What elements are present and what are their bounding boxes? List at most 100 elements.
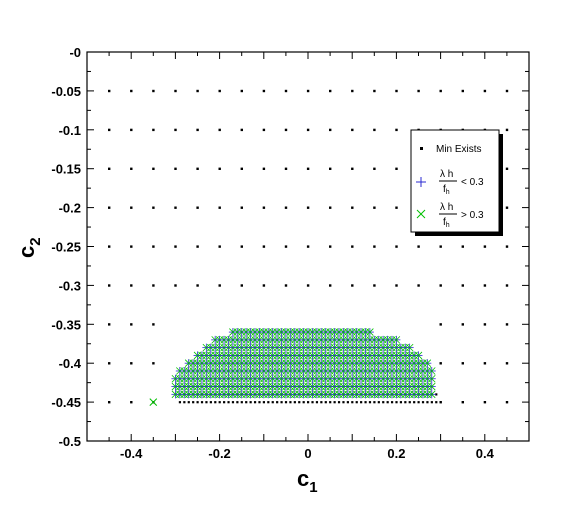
min-exists-point — [368, 401, 372, 404]
min-exists-point — [395, 128, 398, 132]
legend-lt-denominator: fh — [443, 184, 450, 196]
min-exists-point — [178, 401, 182, 404]
min-exists-point — [152, 323, 155, 326]
min-exists-point — [373, 128, 376, 132]
min-exists-point — [346, 401, 349, 404]
min-exists-point — [205, 401, 208, 404]
min-exists-point — [483, 362, 487, 365]
min-exists-point — [152, 245, 155, 248]
min-exists-point — [417, 89, 420, 93]
min-exists-point — [240, 89, 243, 93]
min-exists-point — [439, 362, 442, 365]
min-exists-point — [240, 167, 243, 170]
min-exists-point — [439, 89, 442, 93]
min-exists-point — [183, 401, 186, 404]
min-exists-point — [351, 401, 354, 404]
legend-marker-min-exists — [420, 147, 423, 150]
min-exists-point — [218, 167, 221, 170]
legend-gt-denominator: fh — [443, 217, 450, 229]
min-exists-point — [262, 167, 266, 170]
min-exists-point — [214, 401, 217, 404]
min-exists-point — [200, 401, 204, 404]
min-exists-point — [284, 245, 288, 248]
min-exists-point — [240, 245, 243, 248]
min-exists-point — [377, 401, 380, 404]
min-exists-point — [218, 401, 221, 404]
y-tick-label: -0.4 — [59, 356, 82, 371]
min-exists-point — [302, 401, 305, 404]
min-exists-point — [351, 89, 354, 93]
min-exists-point — [240, 401, 243, 404]
min-exists-point — [174, 284, 177, 287]
min-exists-point — [276, 401, 279, 404]
min-exists-point — [218, 245, 221, 248]
min-exists-point — [382, 401, 385, 404]
min-exists-point — [483, 323, 487, 326]
legend-label-lt: < 0.3 — [461, 177, 484, 188]
min-exists-point — [408, 401, 411, 404]
min-exists-point — [262, 206, 266, 209]
x-tick-label: 0.2 — [387, 446, 405, 461]
min-exists-point — [130, 362, 133, 365]
y-tick-label: -0.1 — [59, 123, 81, 138]
min-exists-point — [329, 245, 332, 248]
min-exists-point — [196, 167, 199, 170]
min-exists-point — [505, 284, 509, 287]
min-exists-point — [351, 167, 354, 170]
min-exists-point — [390, 401, 394, 404]
y-tick-label: -0.5 — [59, 434, 81, 449]
region-point — [414, 351, 423, 360]
legend-label-min-exists: Min Exists — [436, 144, 482, 155]
min-exists-point — [174, 245, 177, 248]
min-exists-point — [395, 89, 398, 93]
min-exists-point — [262, 284, 266, 287]
y-tick-label: -0.45 — [51, 395, 81, 410]
min-exists-point — [218, 206, 221, 209]
min-exists-point — [483, 89, 487, 93]
x-tick-label: -0.2 — [208, 446, 230, 461]
min-exists-point — [284, 128, 288, 132]
min-exists-point — [364, 401, 367, 404]
min-exists-point — [399, 401, 403, 404]
min-exists-point — [329, 167, 332, 170]
min-exists-point — [174, 128, 177, 132]
x-axis-label: c1 — [297, 466, 318, 496]
min-exists-point — [152, 284, 155, 287]
min-exists-point — [284, 401, 288, 404]
region-point — [427, 366, 436, 375]
legend-marker-gt — [416, 209, 426, 219]
min-exists-point — [395, 245, 398, 248]
min-exists-point — [306, 284, 310, 287]
min-exists-point — [417, 401, 420, 404]
min-exists-point — [293, 401, 296, 404]
min-exists-point — [329, 206, 332, 209]
min-exists-point — [284, 284, 288, 287]
min-exists-point — [258, 401, 261, 404]
min-exists-point — [231, 401, 235, 404]
min-exists-point — [351, 284, 354, 287]
min-exists-point — [373, 89, 376, 93]
min-exists-point — [439, 401, 442, 404]
min-exists-point — [351, 128, 354, 132]
min-exists-point — [355, 401, 358, 404]
min-exists-point — [152, 206, 155, 209]
region-point — [392, 335, 401, 344]
min-exists-point — [373, 401, 376, 404]
min-exists-point — [152, 362, 155, 365]
min-exists-point — [373, 206, 376, 209]
region-point — [423, 359, 432, 368]
min-exists-point — [435, 401, 438, 404]
min-exists-point — [461, 245, 464, 248]
min-exists-point — [360, 401, 363, 404]
min-exists-point — [329, 128, 332, 132]
min-exists-point — [461, 323, 464, 326]
min-exists-point — [439, 245, 442, 248]
min-exists-point — [108, 245, 111, 248]
min-exists-point — [130, 284, 133, 287]
min-exists-point — [505, 206, 509, 209]
min-exists-point — [461, 284, 464, 287]
min-exists-point — [435, 393, 438, 396]
min-exists-point — [351, 206, 354, 209]
min-exists-point — [223, 401, 226, 404]
legend-label-gt: > 0.3 — [461, 210, 484, 221]
